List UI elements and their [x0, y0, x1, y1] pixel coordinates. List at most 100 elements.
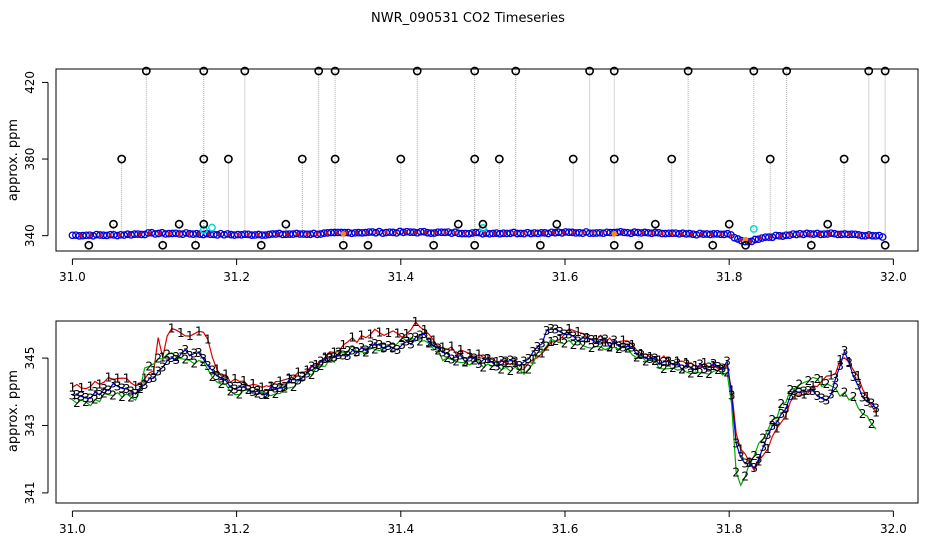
top-red-point: [591, 230, 595, 235]
series-3-label: 3: [773, 415, 781, 429]
top-outlier-point: [363, 240, 373, 250]
series-3-label: 3: [592, 336, 600, 350]
top-outlier-point: [741, 240, 750, 250]
series-2-label: 2: [516, 362, 524, 376]
series-3-label: 3: [430, 339, 438, 353]
top-red-point: [522, 231, 526, 235]
top-y-tick-label: 380: [23, 148, 37, 171]
series-3-label: 3: [114, 379, 122, 393]
series-1-label: 1: [403, 327, 411, 341]
series-3-label: 3: [154, 364, 162, 378]
series-2-label: 2: [525, 362, 533, 376]
series-3-label: 3: [425, 336, 433, 350]
series-2-label: 2: [344, 344, 352, 358]
series-3-label: 3: [335, 348, 343, 362]
series-1-label: 1: [303, 364, 311, 378]
series-2-label: 2: [750, 449, 758, 463]
series-3-label: 3: [863, 395, 871, 409]
figure-title: NWR_090531 CO2 Timeseries: [371, 11, 565, 26]
top-red-point: [817, 232, 822, 236]
series-3-label: 3: [177, 347, 185, 361]
top-outlier-point: [453, 219, 463, 229]
series-3-label: 3: [281, 380, 289, 394]
series-2-label: 2: [362, 346, 370, 360]
bottom-x-tick-label: 31.2: [223, 522, 250, 536]
top-red-point: [197, 232, 201, 236]
top-outlier-point: [281, 219, 291, 229]
series-1-label: 1: [105, 370, 113, 384]
series-3-label: 3: [109, 377, 117, 391]
bottom-plot-frame: [55, 320, 919, 504]
series-1-label: 1: [773, 421, 781, 435]
top-red-point: [79, 233, 83, 237]
series-3-label: 3: [687, 361, 695, 375]
series-1-label: 1: [601, 336, 609, 350]
series-2-label: 2: [209, 370, 217, 384]
series-1-label: 1: [78, 381, 86, 395]
series-2-label: 2: [642, 354, 650, 368]
top-red-point: [532, 231, 536, 235]
series-2-label: 2: [82, 395, 90, 409]
series-3-label: 3: [376, 338, 384, 352]
top-red-point: [423, 230, 428, 234]
series-3-label: 3: [777, 407, 785, 421]
top-plot-frame: [55, 68, 919, 252]
series-3-label: 3: [696, 357, 704, 371]
series-1-label: 1: [791, 388, 799, 402]
series-2-label: 2: [181, 352, 189, 366]
top-data-point: [420, 227, 428, 236]
series-3-label: 3: [484, 352, 492, 366]
top-red-point: [867, 233, 871, 237]
top-orange-point: [742, 236, 749, 243]
top-data-point: [751, 235, 759, 244]
series-3-label: 3: [321, 352, 329, 366]
top-red-point: [601, 230, 605, 235]
series-2-label: 2: [227, 384, 235, 398]
series-1-label: 1: [511, 356, 519, 370]
top-red-point: [374, 230, 378, 234]
top-outlier-point: [256, 240, 266, 250]
series-1-label: 1: [258, 380, 266, 394]
series-3-label: 3: [127, 385, 135, 399]
series-1-label: 1: [340, 338, 348, 352]
series-3-label: 3: [136, 380, 144, 394]
top-data-point: [878, 233, 887, 241]
series-1-label: 1: [818, 374, 826, 388]
top-red-point: [443, 231, 447, 235]
series-1-label: 1: [430, 333, 438, 347]
series-3-label: 3: [719, 362, 727, 376]
series-3-label: 3: [475, 357, 483, 371]
top-outlier-point: [823, 219, 833, 229]
series-2-label: 2: [371, 343, 379, 357]
top-red-point: [739, 238, 743, 242]
top-red-point: [384, 230, 388, 234]
top-outlier-point: [109, 219, 118, 229]
top-red-point: [118, 233, 122, 237]
series-3-label: 3: [394, 343, 402, 357]
bottom-x-tick-label: 31.6: [552, 522, 579, 536]
series-3-label: 3: [470, 352, 478, 366]
series-3-label: 3: [638, 348, 646, 362]
series-3-label: 3: [290, 373, 298, 387]
top-outlier-point: [667, 154, 677, 164]
top-red-point: [729, 233, 733, 237]
top-outlier-point: [240, 66, 250, 76]
series-3-label: 3: [159, 360, 167, 374]
series-3-label: 3: [285, 373, 293, 387]
series-3-label: 3: [299, 371, 307, 385]
series-3-label: 3: [258, 388, 266, 402]
series-3-label: 3: [195, 346, 203, 360]
top-red-point: [433, 230, 437, 235]
top-red-point: [473, 231, 477, 235]
top-red-point: [98, 233, 102, 237]
series-3-label: 3: [123, 382, 131, 396]
series-1-label: 1: [457, 343, 465, 357]
series-1-label: 1: [312, 358, 320, 372]
series-3-label: 3: [349, 343, 357, 357]
series-2-label: 2: [118, 390, 126, 404]
series-3-label: 3: [398, 338, 406, 352]
top-red-point: [285, 232, 290, 236]
series-1-label: 1: [213, 362, 221, 376]
series-3-label: 3: [254, 384, 262, 398]
series-1-label: 1: [538, 346, 546, 360]
